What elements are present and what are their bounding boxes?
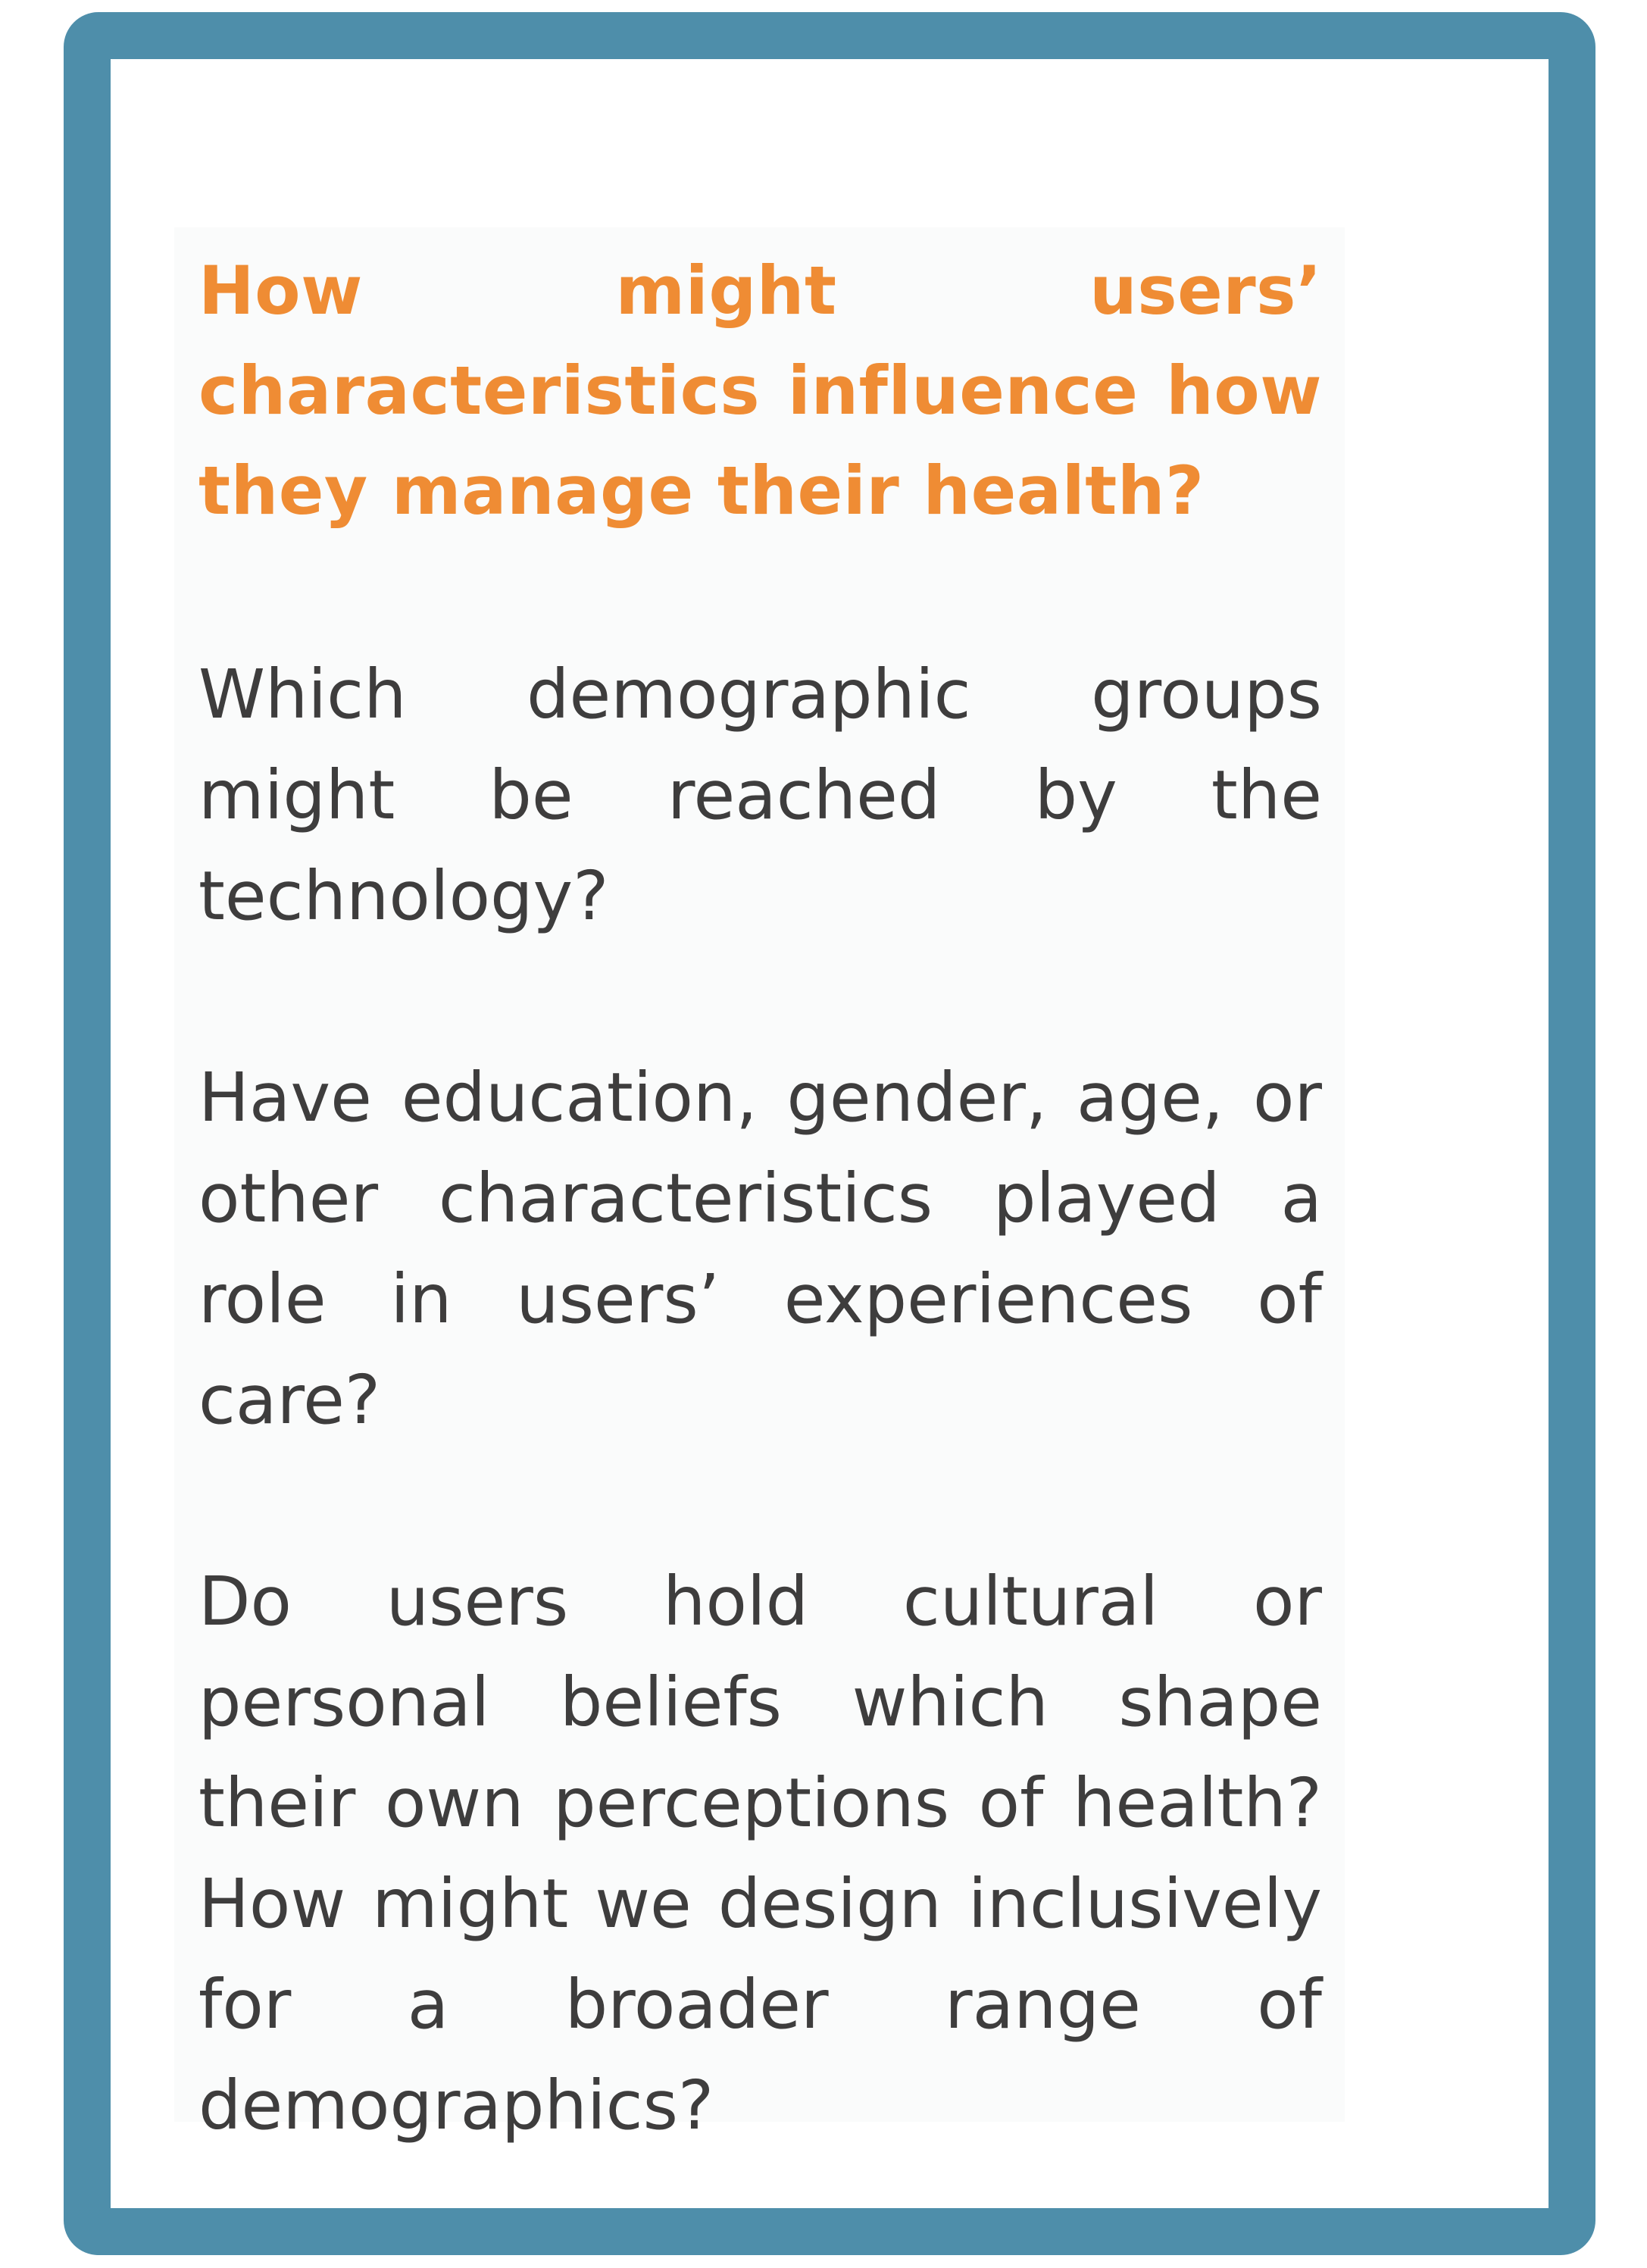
card-body (174, 227, 1345, 2122)
question-demographic-groups: Which demographic groups might be reache… (198, 655, 1322, 935)
question-characteristics-role: Have education, gender, age, or other ch… (198, 1058, 1322, 1439)
card-text: How might users’ characteristics influen… (198, 241, 1322, 2156)
question-cultural-beliefs: Do users hold cultural or personal belie… (198, 1562, 1322, 2144)
card-heading: How might users’ characteristics influen… (198, 252, 1322, 530)
